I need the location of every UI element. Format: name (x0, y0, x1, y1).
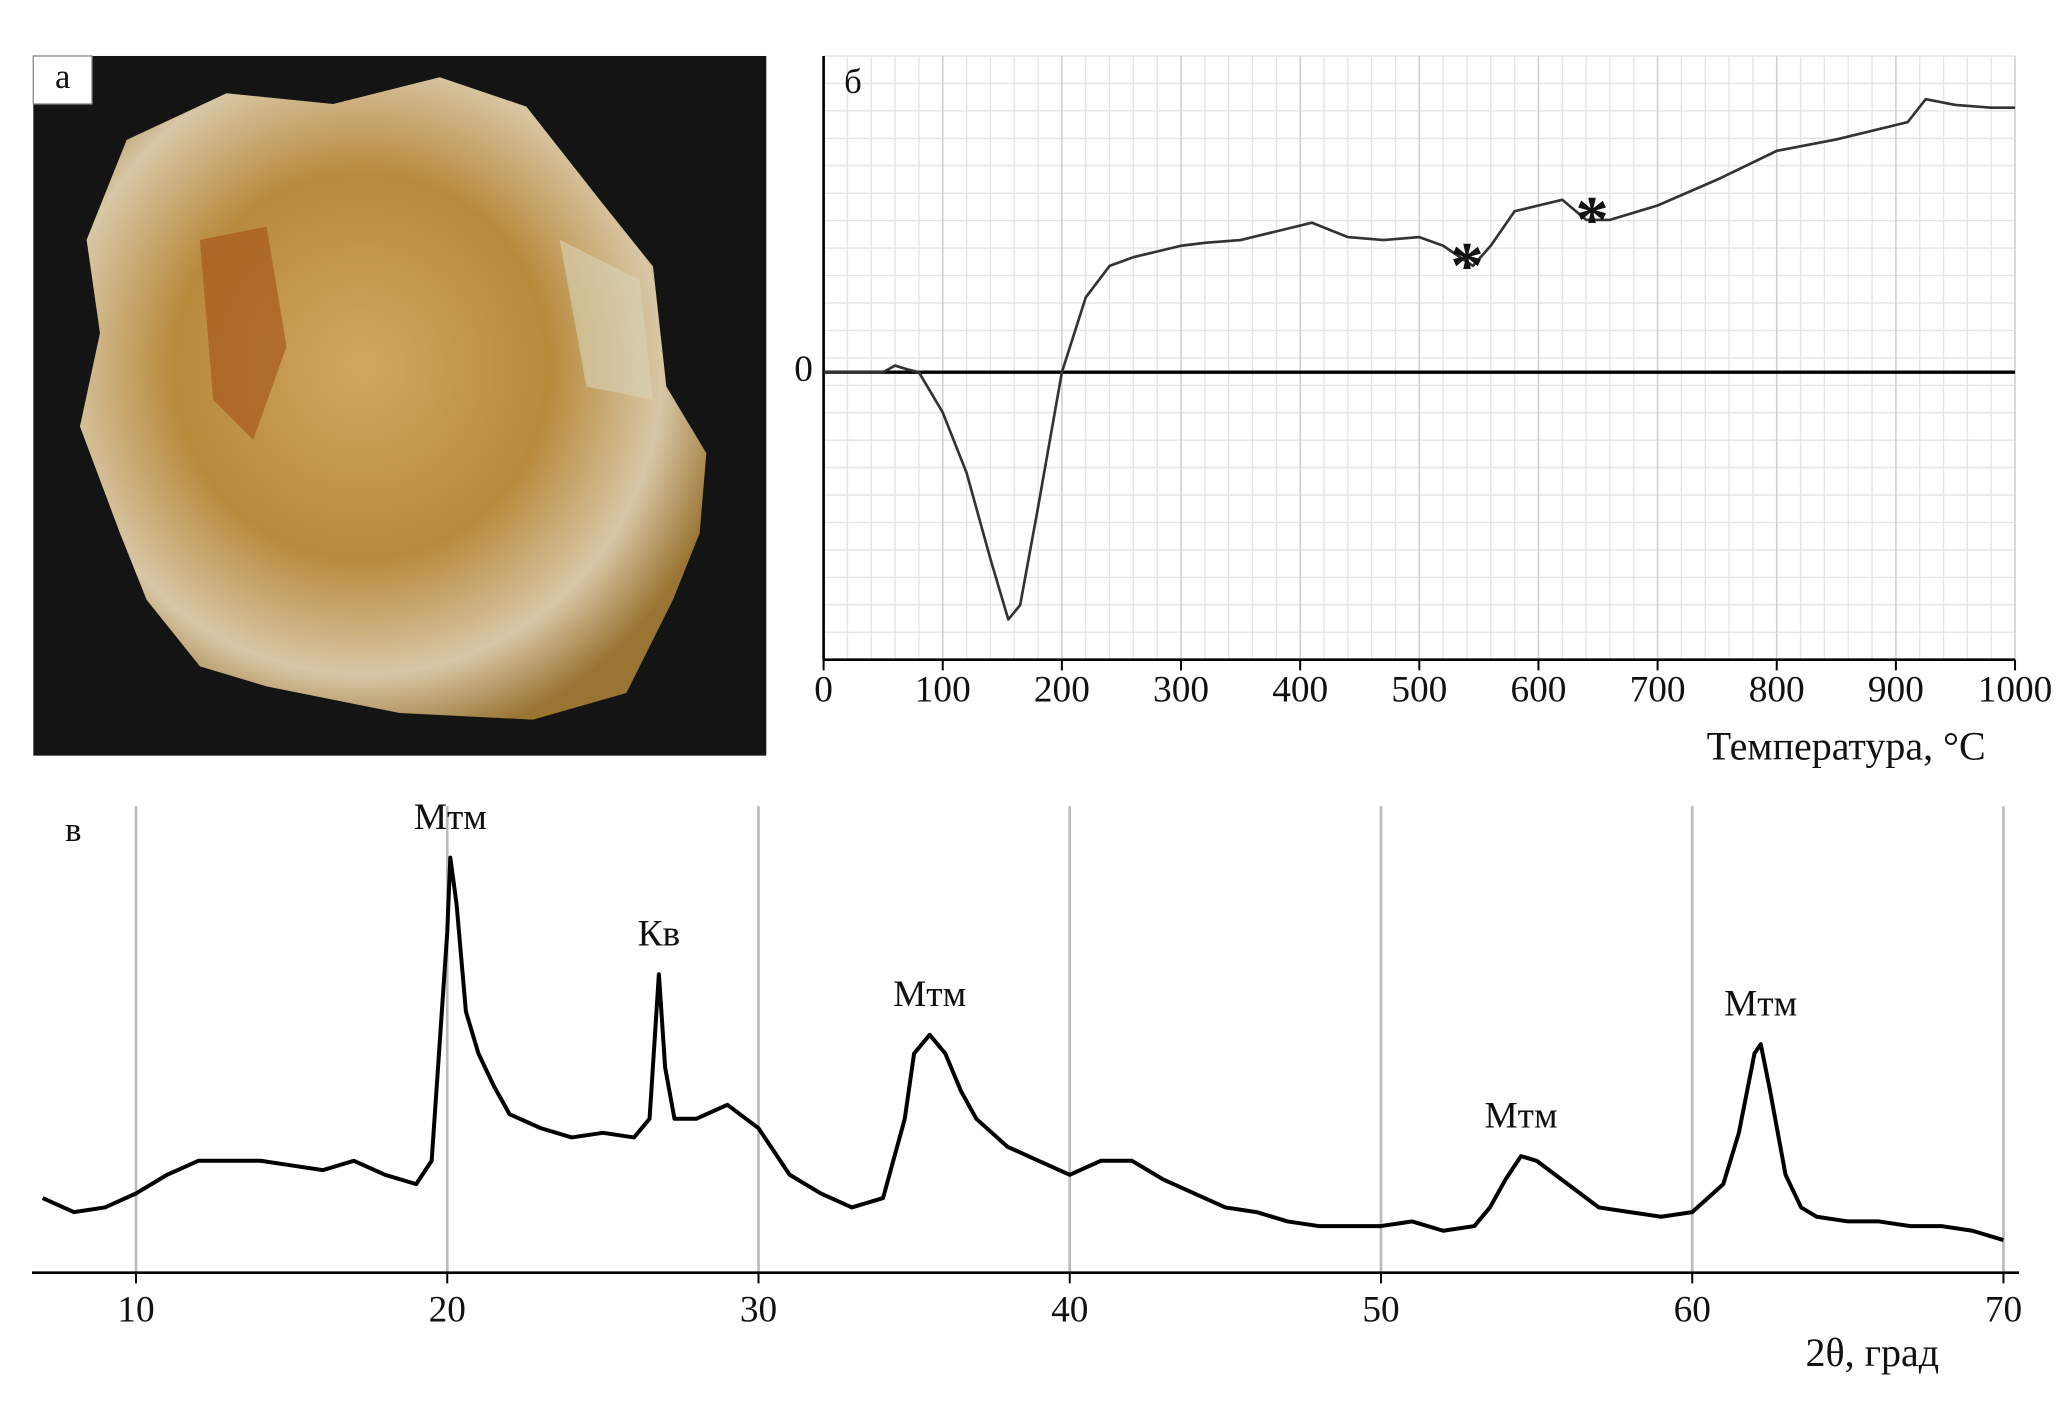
x-axis-label: 2θ, град (1805, 1330, 1939, 1375)
x-tick-label: 600 (1510, 670, 1566, 711)
annotation: * (1450, 230, 1483, 303)
annotation: Кв (638, 913, 681, 954)
x-tick-label: 30 (740, 1289, 777, 1330)
x-tick-label: 500 (1391, 670, 1447, 711)
x-tick-label: 1000 (1978, 670, 2053, 711)
panel-label: в (65, 811, 81, 849)
x-axis-label: Температура, °C (1707, 723, 1986, 768)
rock-detail (559, 239, 654, 400)
x-tick-label: 700 (1630, 670, 1686, 711)
annotation: Мтм (414, 797, 487, 838)
x-tick-label: 800 (1749, 670, 1805, 711)
data-line (41, 855, 2005, 1242)
x-tick-label: 300 (1153, 670, 1209, 711)
rock-detail (199, 226, 287, 440)
x-tick-label: 200 (1034, 670, 1090, 711)
x-tick-label: 400 (1272, 670, 1328, 711)
x-tick-label: 60 (1674, 1289, 1711, 1330)
chart: 10 20 30 40 50 60 70 Мтм Кв Мтм Мтм Мтм в 2θ, град (31, 797, 2022, 1375)
panel-label: а (55, 58, 70, 96)
x-tick-label: 900 (1868, 670, 1924, 711)
y-tick-label: 0 (794, 349, 813, 390)
annotation: Мтм (893, 974, 966, 1015)
x-tick-label: 70 (1985, 1289, 2022, 1330)
chart: 0 100 200 300 400 500 600 700 800 900 1000 0 * * б Темп… (794, 55, 2053, 768)
x-tick-label: 40 (1051, 1289, 1088, 1330)
annotation: Мтм (1484, 1095, 1557, 1136)
x-tick-label: 20 (429, 1289, 466, 1330)
x-tick-label: 0 (814, 670, 833, 711)
annotation: Мтм (1724, 983, 1797, 1024)
panel-label-box (32, 55, 93, 105)
x-tick-label: 50 (1362, 1289, 1399, 1330)
photo: а (32, 55, 767, 756)
data-line (823, 97, 2016, 621)
x-tick-label: 10 (117, 1289, 154, 1330)
panel-label: б (844, 63, 862, 101)
x-tick-label: 100 (915, 670, 971, 711)
annotation: * (1575, 184, 1608, 257)
